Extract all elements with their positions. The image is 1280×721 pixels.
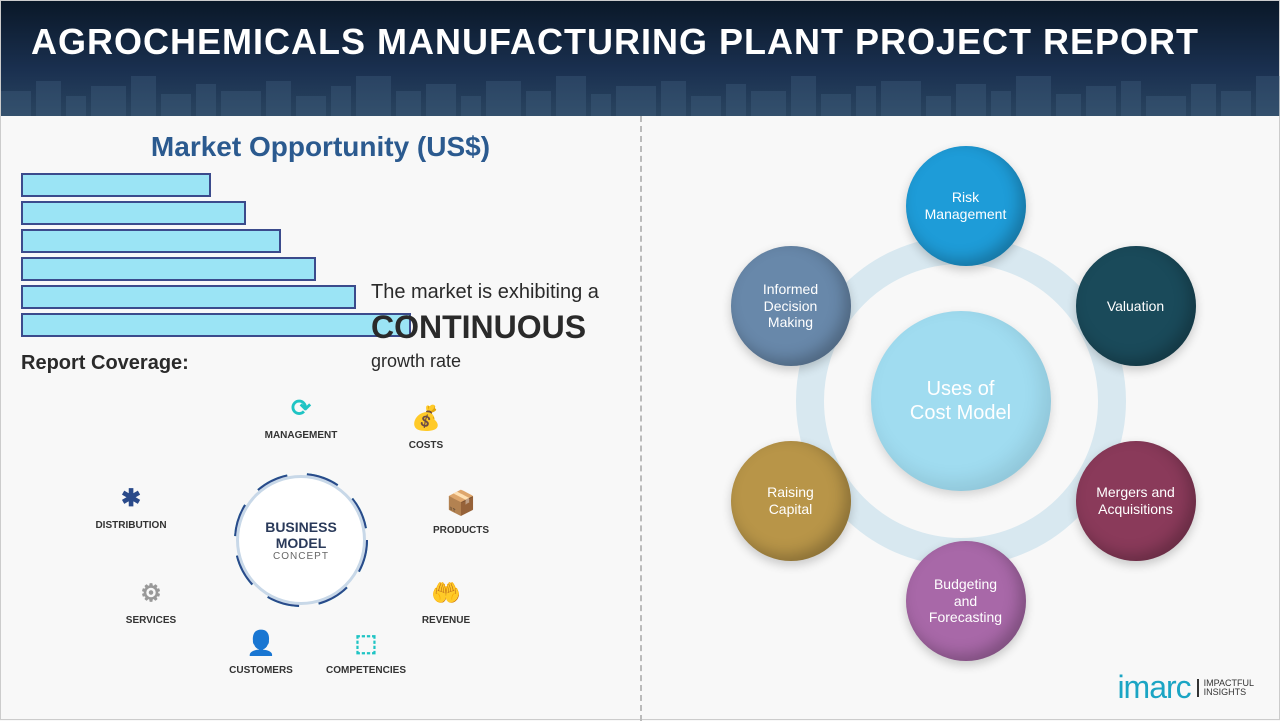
cost-node-1: Valuation bbox=[1076, 246, 1196, 366]
biz-item-costs: 💰 COSTS bbox=[381, 400, 471, 451]
header: AGROCHEMICALS MANUFACTURING PLANT PROJEC… bbox=[1, 1, 1279, 116]
biz-item-management: ⟳ MANAGEMENT bbox=[256, 390, 346, 441]
distribution-icon: ✱ bbox=[113, 480, 149, 516]
cost-node-3: BudgetingandForecasting bbox=[906, 541, 1026, 661]
brand-tag2: INSIGHTS bbox=[1204, 688, 1254, 697]
content-area: Market Opportunity (US$) The market is e… bbox=[1, 116, 1279, 721]
biz-item-label: REVENUE bbox=[401, 615, 491, 626]
biz-item-label: PRODUCTS bbox=[416, 525, 506, 536]
competencies-icon: ⬚ bbox=[348, 625, 384, 661]
left-panel: Market Opportunity (US$) The market is e… bbox=[1, 116, 640, 721]
biz-item-distribution: ✱ DISTRIBUTION bbox=[86, 480, 176, 531]
biz-item-label: COMPETENCIES bbox=[321, 665, 411, 676]
center-line2: Cost Model bbox=[910, 401, 1011, 425]
growth-text-intro: The market is exhibiting a bbox=[371, 281, 631, 304]
market-bar-2 bbox=[21, 229, 281, 253]
biz-item-label: CUSTOMERS bbox=[216, 665, 306, 676]
biz-item-customers: 👤 CUSTOMERS bbox=[216, 625, 306, 676]
report-title: AGROCHEMICALS MANUFACTURING PLANT PROJEC… bbox=[31, 21, 1249, 63]
growth-callout: The market is exhibiting a CONTINUOUS gr… bbox=[371, 281, 631, 372]
cost-node-4: RaisingCapital bbox=[731, 441, 851, 561]
biz-item-label: DISTRIBUTION bbox=[86, 520, 176, 531]
right-panel: Uses of Cost Model RiskManagement Valuati… bbox=[640, 116, 1279, 721]
biz-item-competencies: ⬚ COMPETENCIES bbox=[321, 625, 411, 676]
biz-center-line1: BUSINESS bbox=[265, 519, 337, 535]
cost-model-center: Uses of Cost Model bbox=[871, 311, 1051, 491]
skyline-decoration bbox=[1, 76, 1280, 116]
biz-item-label: MANAGEMENT bbox=[256, 430, 346, 441]
brand-logo: imarc IMPACTFUL INSIGHTS bbox=[1117, 669, 1254, 706]
cost-node-5: InformedDecisionMaking bbox=[731, 246, 851, 366]
market-bar-5 bbox=[21, 313, 411, 337]
market-bar-3 bbox=[21, 257, 316, 281]
customers-icon: 👤 bbox=[243, 625, 279, 661]
management-icon: ⟳ bbox=[283, 390, 319, 426]
brand-tagline: IMPACTFUL INSIGHTS bbox=[1197, 679, 1254, 697]
market-bar-4 bbox=[21, 285, 356, 309]
market-bar-0 bbox=[21, 173, 211, 197]
biz-item-label: SERVICES bbox=[106, 615, 196, 626]
growth-text-emphasis: CONTINUOUS bbox=[371, 309, 631, 346]
business-model-center: BUSINESS MODEL CONCEPT bbox=[236, 475, 366, 605]
growth-text-outro: growth rate bbox=[371, 351, 631, 372]
cost-node-0: RiskManagement bbox=[906, 146, 1026, 266]
costs-icon: 💰 bbox=[408, 400, 444, 436]
biz-item-services: ⚙ SERVICES bbox=[106, 575, 196, 626]
biz-item-revenue: 🤲 REVENUE bbox=[401, 575, 491, 626]
cost-node-2: Mergers andAcquisitions bbox=[1076, 441, 1196, 561]
business-model-diagram: BUSINESS MODEL CONCEPT ⟳ MANAGEMENT 💰 COSTS… bbox=[81, 380, 581, 660]
brand-name: imarc bbox=[1117, 669, 1190, 706]
biz-center-line2: MODEL bbox=[276, 535, 327, 551]
biz-center-sub: CONCEPT bbox=[273, 551, 329, 562]
market-bar-1 bbox=[21, 201, 246, 225]
biz-item-products: 📦 PRODUCTS bbox=[416, 485, 506, 536]
revenue-icon: 🤲 bbox=[428, 575, 464, 611]
cost-model-diagram: Uses of Cost Model RiskManagement Valuati… bbox=[701, 141, 1221, 661]
services-icon: ⚙ bbox=[133, 575, 169, 611]
products-icon: 📦 bbox=[443, 485, 479, 521]
market-title: Market Opportunity (US$) bbox=[21, 131, 620, 163]
biz-item-label: COSTS bbox=[381, 440, 471, 451]
center-line1: Uses of bbox=[927, 377, 995, 401]
